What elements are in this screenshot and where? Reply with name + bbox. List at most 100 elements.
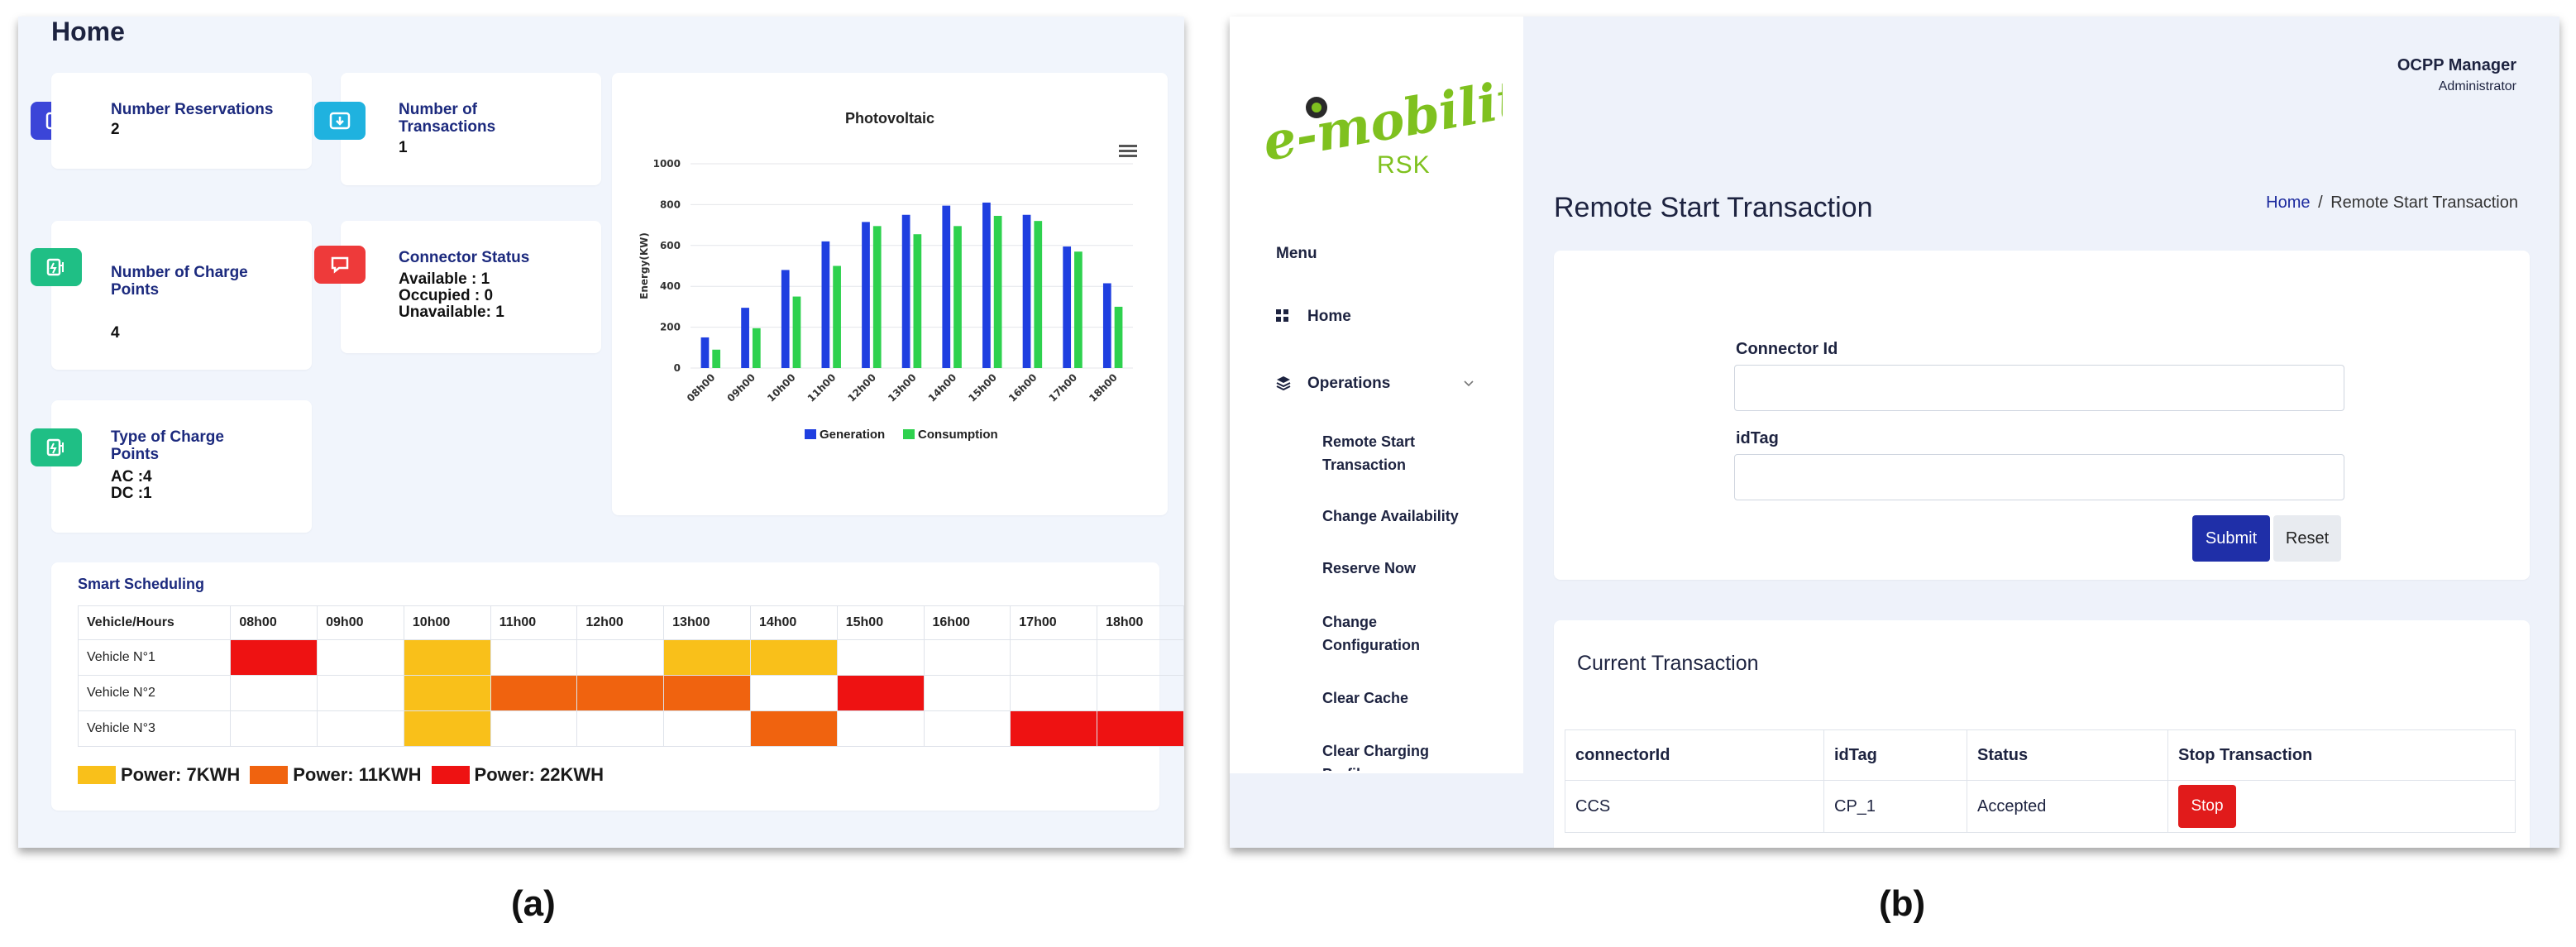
bar-consumption [752, 328, 761, 368]
submenu-remote-start[interactable]: Remote Start Transaction [1322, 433, 1416, 473]
photovoltaic-chart-card: Photovoltaic 0 200 400 600 800 1000 Energy(KW)… [612, 73, 1168, 515]
schedule-slot-empty[interactable] [317, 639, 404, 676]
connector-unavailable: Unavailable: 1 [399, 304, 504, 321]
submit-button[interactable]: Submit [2192, 515, 2270, 562]
schedule-slot-7kwh[interactable] [663, 639, 751, 676]
schedule-slot-7kwh[interactable] [403, 639, 491, 676]
hour-header: 12h00 [576, 605, 665, 640]
reset-button[interactable]: Reset [2273, 515, 2341, 562]
schedule-slot-empty[interactable] [230, 675, 318, 711]
user-name[interactable]: OCPP Manager [2397, 56, 2516, 74]
dashboard-grid-icon [1276, 309, 1289, 323]
x-tick-label: 17h00 [1047, 371, 1080, 404]
schedule-slot-empty[interactable] [317, 675, 404, 711]
transactions-card[interactable]: Number of Transactions 1 [341, 73, 601, 185]
submenu-reserve-now[interactable]: Reserve Now [1322, 560, 1417, 576]
schedule-slot-22kwh[interactable] [1097, 710, 1184, 747]
schedule-slot-empty[interactable] [490, 710, 578, 747]
schedule-slot-22kwh[interactable] [230, 639, 318, 676]
reservations-label: Number Reservations [111, 101, 274, 118]
schedule-slot-empty[interactable] [490, 639, 578, 676]
schedule-slot-22kwh[interactable] [836, 675, 925, 711]
legend-swatch-11kwh [250, 766, 289, 784]
submenu-clear-cache[interactable]: Clear Cache [1322, 690, 1409, 706]
table-row: CCS CP_1 Accepted Stop [1565, 780, 2516, 833]
sidebar-item-operations[interactable]: Operations [1307, 375, 1391, 392]
charge-types-icon-box [31, 428, 82, 466]
cell-idtag: CP_1 [1823, 780, 1967, 833]
schedule-slot-empty[interactable] [1010, 675, 1098, 711]
schedule-slot-empty[interactable] [836, 639, 925, 676]
charge-points-card[interactable]: Number of Charge Points 4 [51, 221, 312, 370]
y-tick-label: 0 [674, 362, 681, 374]
schedule-slot-7kwh[interactable] [403, 675, 491, 711]
bar-generation [741, 308, 749, 368]
emobility-logo: e-mobility e-mobility RSK [1255, 62, 1558, 186]
breadcrumb-home[interactable]: Home [2266, 194, 2311, 212]
x-tick-label: 14h00 [926, 371, 959, 404]
vehicle-label: Vehicle N°2 [77, 675, 232, 711]
page-title: Remote Start Transaction [1554, 192, 1873, 223]
charge-types-card[interactable]: Type of Charge Points AC :4 DC :1 [51, 400, 312, 533]
schedule-slot-empty[interactable] [836, 710, 925, 747]
stop-button[interactable]: Stop [2178, 785, 2236, 828]
schedule-slot-22kwh[interactable] [1010, 710, 1098, 747]
schedule-slot-empty[interactable] [1010, 639, 1098, 676]
legend-label-11kwh: Power: 11KWH [293, 764, 422, 785]
schedule-slot-11kwh[interactable] [576, 675, 665, 711]
bar-consumption [792, 296, 801, 368]
table-row: Vehicle N°2 [77, 675, 1184, 711]
reservations-card[interactable]: Number Reservations 2 [51, 73, 312, 169]
table-row: Vehicle N°3 [77, 710, 1184, 747]
charge-types-ac: AC :4 [111, 468, 152, 485]
schedule-slot-empty[interactable] [317, 710, 404, 747]
legend-swatch-7kwh [78, 766, 116, 784]
schedule-slot-11kwh[interactable] [490, 675, 578, 711]
schedule-slot-11kwh[interactable] [663, 675, 751, 711]
schedule-slot-empty[interactable] [230, 710, 318, 747]
hamburger-menu-icon[interactable] [1119, 145, 1137, 158]
scheduling-corner-header: Vehicle/Hours [77, 605, 232, 640]
y-tick-label: 400 [660, 280, 681, 292]
bar-generation [862, 222, 870, 368]
submenu-change-configuration[interactable]: Change Configuration [1322, 614, 1420, 653]
breadcrumb-current: Remote Start Transaction [2330, 194, 2518, 212]
transactions-label: Number of Transactions [399, 101, 496, 136]
schedule-slot-empty[interactable] [923, 639, 1011, 676]
schedule-slot-7kwh[interactable] [403, 710, 491, 747]
x-tick-label: 10h00 [765, 371, 798, 404]
chart-title: Photovoltaic [844, 110, 934, 127]
photovoltaic-bar-chart: 0 200 400 600 800 1000 Energy(KW) 08h00 09h00 10h… [638, 158, 1133, 442]
page-title: Home [51, 17, 125, 46]
schedule-slot-7kwh[interactable] [749, 639, 838, 676]
chevron-down-icon[interactable] [1463, 377, 1474, 387]
submenu-change-availability[interactable]: Change Availability [1322, 508, 1459, 524]
hour-header: 13h00 [663, 605, 751, 640]
schedule-slot-empty[interactable] [1097, 675, 1184, 711]
reservations-value: 2 [111, 121, 120, 138]
submenu-clear-charging-profile[interactable]: Clear Charging Profile [1322, 743, 1430, 771]
schedule-slot-empty[interactable] [749, 675, 838, 711]
schedule-slot-11kwh[interactable] [749, 710, 838, 747]
remote-start-panel: e-mobility e-mobility RSK OCPP Manager A… [1230, 17, 2559, 848]
schedule-slot-empty[interactable] [576, 710, 665, 747]
x-tick-label: 11h00 [805, 371, 839, 404]
connector-id-input[interactable] [1734, 365, 2344, 411]
schedule-slot-empty[interactable] [1097, 639, 1184, 676]
bar-consumption [712, 349, 721, 368]
connector-available: Available : 1 [399, 270, 490, 288]
idtag-label: idTag [1736, 429, 1779, 447]
schedule-slot-empty[interactable] [576, 639, 665, 676]
legend-swatch-consumption [903, 429, 915, 439]
schedule-slot-empty[interactable] [663, 710, 751, 747]
schedule-slot-empty[interactable] [923, 710, 1011, 747]
current-transaction-table: connectorId idTag Status Stop Transactio… [1565, 729, 2516, 833]
schedule-slot-empty[interactable] [923, 675, 1011, 711]
bar-generation [700, 337, 710, 368]
connector-status-card[interactable]: Connector Status Available : 1 Occupied … [341, 221, 601, 353]
x-tick-label: 16h00 [1006, 371, 1039, 404]
y-tick-label: 800 [660, 198, 681, 210]
idtag-input[interactable] [1734, 454, 2344, 500]
bar-consumption [953, 226, 962, 368]
sidebar-item-home[interactable]: Home [1307, 308, 1351, 325]
